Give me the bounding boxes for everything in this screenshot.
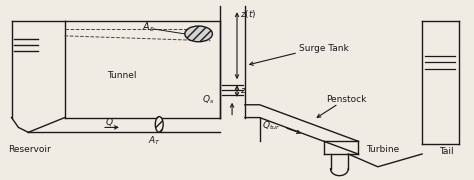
Text: $Q_s$: $Q_s$	[202, 94, 215, 106]
Text: $z(t)$: $z(t)$	[240, 8, 256, 20]
Text: Reservoir: Reservoir	[9, 145, 51, 154]
Text: $z$: $z$	[240, 86, 247, 94]
Text: Penstock: Penstock	[326, 95, 366, 104]
Text: $A_T$: $A_T$	[148, 135, 161, 147]
Text: Turbine: Turbine	[366, 145, 399, 154]
Text: $Q_{tur}$: $Q_{tur}$	[262, 119, 281, 132]
Ellipse shape	[155, 117, 163, 132]
Text: Tail: Tail	[439, 147, 454, 156]
Ellipse shape	[185, 26, 212, 42]
Text: Tunnel: Tunnel	[107, 71, 137, 80]
Text: Surge Tank: Surge Tank	[299, 44, 349, 53]
Text: $Q$: $Q$	[105, 116, 113, 129]
Text: $A_s$: $A_s$	[142, 20, 155, 34]
